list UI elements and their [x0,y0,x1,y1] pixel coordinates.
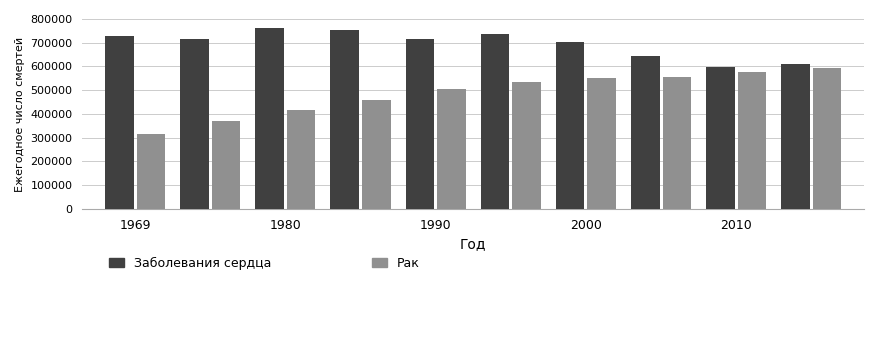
Bar [781,64,809,209]
X-axis label: Год: Год [459,237,486,251]
Bar [587,78,615,209]
Bar [286,110,315,209]
Legend: Заболевания сердца, Рак: Заболевания сердца, Рак [104,252,424,275]
Bar [255,28,284,209]
Bar [362,100,390,209]
Bar [330,31,358,209]
Bar [812,68,840,209]
Y-axis label: Ежегодное число смертей: Ежегодное число смертей [15,36,25,192]
Bar [405,39,434,209]
Bar [180,39,208,209]
Bar [136,134,165,209]
Bar [104,36,133,209]
Bar [705,67,734,209]
Bar [555,42,584,209]
Bar [662,77,690,209]
Bar [737,73,766,209]
Bar [436,89,465,209]
Bar [480,34,508,209]
Bar [630,56,658,209]
Bar [212,121,240,209]
Bar [512,82,540,209]
